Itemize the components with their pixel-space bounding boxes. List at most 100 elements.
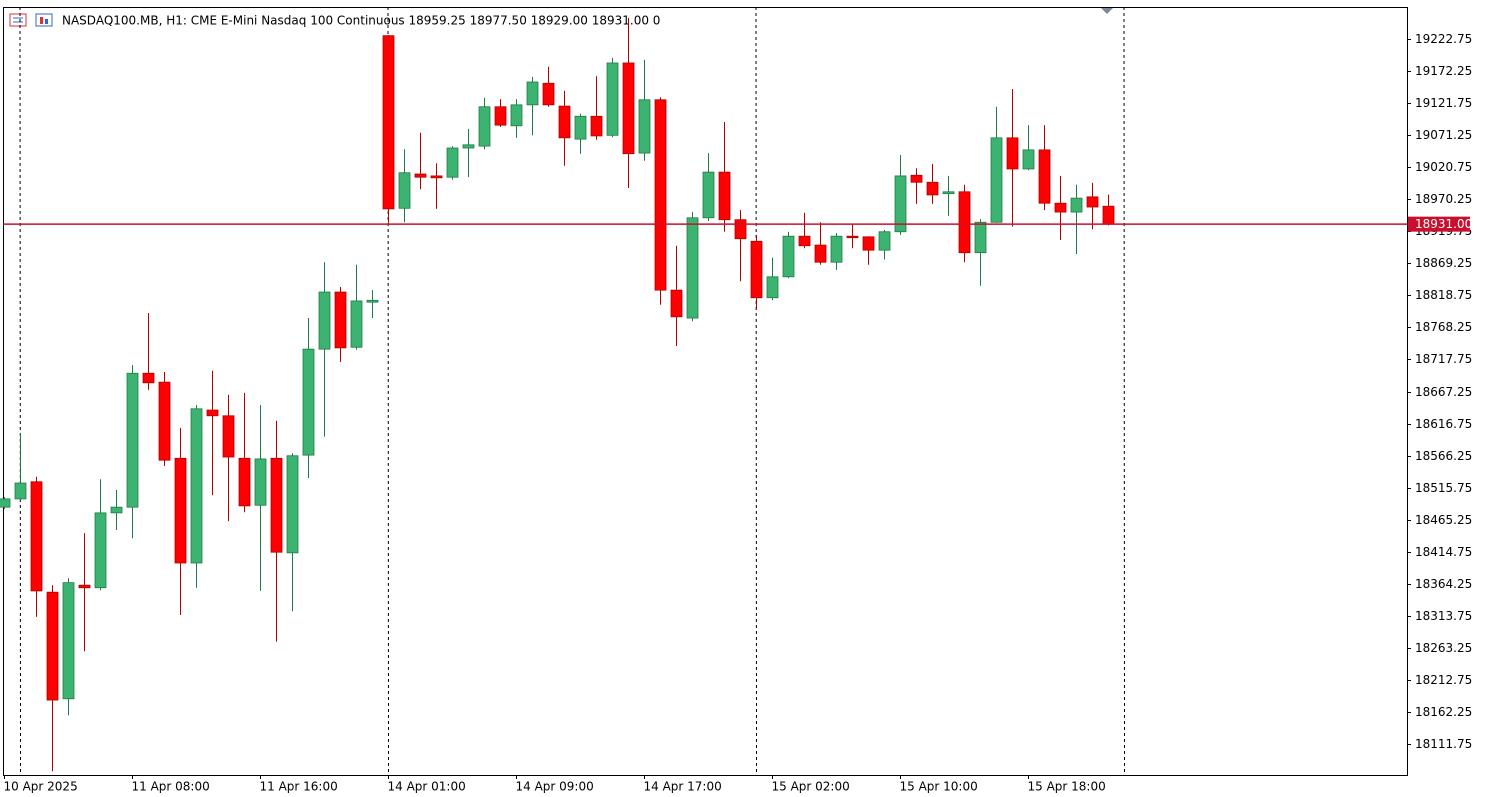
candle-body: [990, 137, 1003, 223]
candle-body: [78, 584, 91, 589]
header-icons: [9, 13, 53, 27]
candle-body: [862, 236, 875, 251]
candle-body: [174, 457, 187, 564]
candle-body: [606, 62, 619, 136]
candle-body: [254, 458, 267, 506]
candle-body: [270, 457, 283, 553]
icon-menu[interactable]: [9, 13, 27, 27]
y-tick-label: 18515.75: [1415, 481, 1472, 495]
candle-body: [574, 115, 587, 140]
candle-body: [30, 481, 43, 592]
candle-body: [142, 372, 155, 384]
last-price-box: [1408, 216, 1470, 232]
candle-body: [1006, 137, 1019, 170]
candle-body: [1102, 205, 1115, 225]
candle-body: [382, 35, 395, 210]
y-tick-label: 18869.25: [1415, 256, 1472, 270]
candle-body: [62, 582, 75, 700]
candle-body: [206, 409, 219, 417]
candle-body: [478, 106, 491, 147]
period-separator: [755, 6, 757, 776]
candle-body: [894, 175, 907, 233]
candle-body: [1070, 197, 1083, 213]
icon-chart[interactable]: [35, 13, 53, 27]
candle-body: [430, 175, 443, 179]
period-separator: [19, 6, 21, 776]
candle-body: [830, 235, 843, 263]
candle-body: [638, 99, 651, 154]
candle-body: [942, 191, 955, 195]
x-tick-label: 14 Apr 17:00: [644, 780, 722, 794]
candle-body: [350, 300, 363, 348]
y-tick-label: 18566.25: [1415, 449, 1472, 463]
candle-body: [590, 115, 603, 137]
y-tick-label: 19121.75: [1415, 96, 1472, 110]
y-tick-label: 18162.25: [1415, 705, 1472, 719]
candle-body: [126, 372, 139, 508]
candle-body: [398, 172, 411, 209]
candle-body: [94, 512, 107, 589]
candle-body: [846, 235, 859, 239]
icon-bar: [40, 17, 43, 24]
candle-body: [158, 381, 171, 461]
candle-body: [878, 231, 891, 251]
y-tick-label: 18616.75: [1415, 417, 1472, 431]
candle-body: [446, 147, 459, 178]
candle-body: [702, 171, 715, 219]
candle-body: [526, 81, 539, 106]
icon-bar: [45, 19, 48, 24]
x-tick-label: 15 Apr 10:00: [900, 780, 978, 794]
candle-body: [814, 244, 827, 263]
x-tick-label: 10 Apr 2025: [4, 780, 78, 794]
candle-body: [510, 104, 523, 127]
candle-body: [558, 105, 571, 139]
plot-frame: [3, 7, 1408, 776]
candle-body: [654, 99, 667, 291]
candle-body: [46, 591, 59, 701]
candle-body: [286, 455, 299, 554]
candle-body: [1038, 149, 1051, 204]
candle-body: [14, 482, 27, 500]
candle-body: [766, 276, 779, 299]
y-tick-label: 18667.25: [1415, 385, 1472, 399]
candle-body: [302, 348, 315, 456]
candle-body: [366, 299, 379, 303]
y-tick-label: 18414.75: [1415, 545, 1472, 559]
candle-body: [542, 82, 555, 106]
candle-body: [0, 498, 11, 508]
y-tick-label: 18717.75: [1415, 352, 1472, 366]
candle-body: [238, 457, 251, 507]
y-tick-label: 18212.75: [1415, 673, 1472, 687]
period-separator: [1123, 6, 1125, 776]
candle-body: [734, 219, 747, 240]
y-tick-label: 18465.25: [1415, 513, 1472, 527]
x-tick-label: 11 Apr 16:00: [260, 780, 338, 794]
y-tick-label: 19172.25: [1415, 64, 1472, 78]
candle-body: [718, 171, 731, 221]
shift-marker[interactable]: [1101, 8, 1113, 14]
y-tick-label: 18364.25: [1415, 577, 1472, 591]
candle-body: [334, 291, 347, 349]
x-tick-label: 11 Apr 08:00: [132, 780, 210, 794]
candle-body: [462, 144, 475, 149]
candle-body: [622, 62, 635, 155]
candle-body: [974, 221, 987, 254]
candle-body: [1086, 196, 1099, 208]
x-tick-label: 15 Apr 18:00: [1028, 780, 1106, 794]
candle-body: [798, 235, 811, 247]
y-tick-label: 18818.75: [1415, 288, 1472, 302]
candle-body: [1054, 202, 1067, 213]
y-tick-label: 18111.75: [1415, 737, 1472, 751]
candle-body: [958, 191, 971, 254]
candle-body: [670, 289, 683, 318]
x-tick-label: 15 Apr 02:00: [772, 780, 850, 794]
y-tick-label: 19071.25: [1415, 128, 1472, 142]
candle-body: [222, 415, 235, 458]
candle-body: [494, 106, 507, 126]
y-tick-label: 18768.25: [1415, 320, 1472, 334]
candle-body: [318, 291, 331, 350]
candle-body: [910, 174, 923, 183]
candle-body: [686, 217, 699, 319]
candle-body: [110, 506, 123, 514]
